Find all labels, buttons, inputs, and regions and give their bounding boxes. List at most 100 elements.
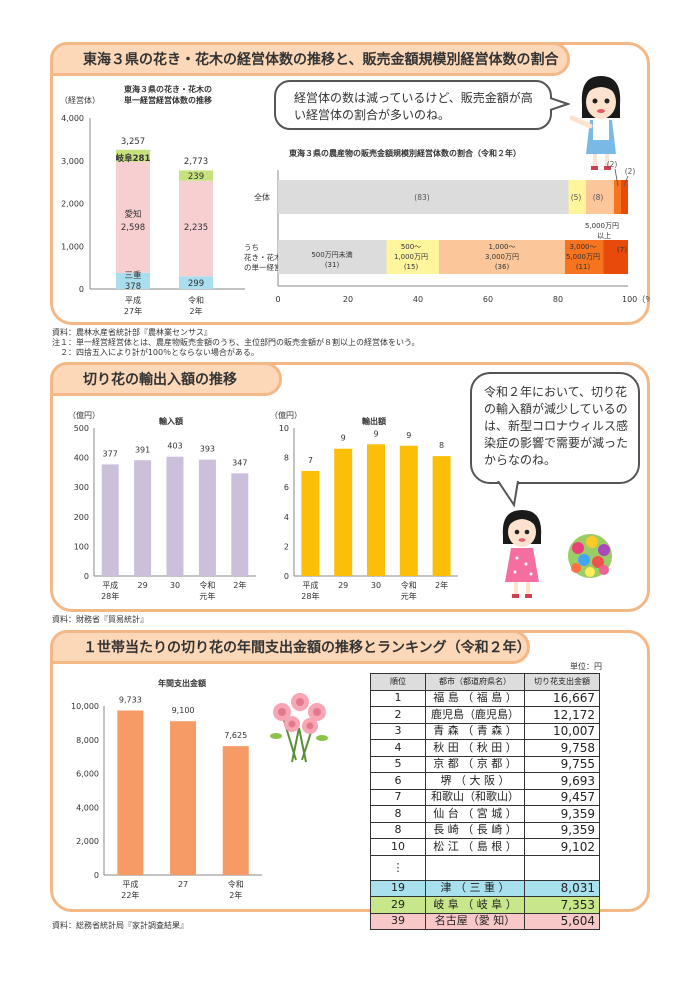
spend-title: 年間支出金額 (158, 678, 206, 688)
stack-aichi-2: 2,235 (184, 223, 208, 233)
ranking-header-row: 順位 都市（都道府県名） 切り花支出金額 (370, 673, 600, 691)
ranking-value: 12,172 (524, 706, 600, 724)
bar-value-label: 7,625 (224, 731, 247, 740)
y-tick-label: 10,000 (71, 702, 99, 711)
share-f4-l3: (11) (576, 263, 591, 271)
category-label-2: 元年 (401, 591, 417, 601)
bar-value-label: 9,100 (172, 706, 195, 715)
ranking-value: 16,667 (524, 689, 600, 707)
rose-bouquet-icon (270, 693, 328, 763)
category-label-2: 22年 (121, 890, 139, 900)
stack-gifu-label: 岐阜281 (116, 153, 151, 164)
ranking-gifu-city: 岐 阜 （ 岐 阜 ） (425, 896, 525, 914)
category-label-2: 28年 (101, 591, 119, 601)
ranking-city: 福 島 （ 福 島 ） (425, 689, 525, 707)
ranking-city: 鹿児島（鹿児島） (425, 706, 525, 724)
ranking-rank: 8 (370, 805, 426, 823)
stack-gifu-2: 239 (188, 172, 204, 182)
share-chart: 東海３県の農産物の販売金額規模別経営体数の割合（令和２年） 0 20 40 60 80 1… (244, 148, 650, 304)
share-row1-label: 全体 (254, 192, 270, 202)
y-tick-label: 2,000 (76, 837, 99, 846)
export-title: 輸出額 (362, 416, 386, 426)
share-f5-l1: 5,000万円 (585, 222, 619, 230)
y-tick-label: 200 (74, 513, 89, 522)
unit-label: 単位：円 (570, 662, 602, 671)
spend-ticks: 0 2,000 4,000 6,000 8,000 10,000 (71, 702, 99, 880)
bar-value-label: 377 (103, 449, 118, 458)
bubble1-tail (550, 97, 570, 111)
stack-bar-segment (179, 170, 213, 181)
bar (367, 444, 385, 576)
stack-bar-segment (179, 180, 213, 277)
stack-bar-segment (116, 149, 150, 162)
ranking-value: 9,758 (524, 739, 600, 757)
bar (170, 721, 197, 875)
stack-chart-unit: （経営体） (60, 95, 100, 105)
share-bar-segment (278, 240, 387, 274)
category-label: 平成 (102, 580, 118, 590)
bar (301, 470, 320, 576)
bar (432, 456, 451, 576)
stack-bar-segment (179, 276, 213, 289)
share-row2-l3: の単一経営 (244, 262, 282, 272)
ranking-row: 10 松 江 （ 島 根 ） 9,102 (370, 838, 600, 856)
y-tick-label: 8 (284, 454, 289, 463)
share-all-83: (83) (414, 193, 429, 202)
ranking-rank: 5 (370, 755, 426, 773)
bar (117, 710, 144, 875)
ranking-value: 10,007 (524, 722, 600, 740)
share-bar-segment (614, 180, 621, 214)
girl-character-2-icon (502, 510, 542, 598)
y-tick-label: 400 (74, 454, 89, 463)
share-x-tick-label: 60 (483, 295, 493, 304)
share-x-tick-label: 40 (413, 295, 423, 304)
y-tick-label: 10 (279, 424, 289, 433)
share-leader-b (623, 175, 629, 187)
ranking-city: 和歌山（和歌山） (425, 788, 525, 806)
share-bar-segment (439, 240, 565, 274)
stack-y-tick-label: 3,000 (61, 157, 84, 166)
section1-note-1: 資料：農林水産省統計部『農林業センサス』 (52, 328, 212, 337)
stack-bars (116, 149, 213, 289)
y-tick-label: 0 (284, 572, 289, 581)
stack-chart-title-1: 東海３県の花き・花木の (124, 84, 212, 94)
ranking-value: 9,102 (524, 838, 600, 856)
share-f3-l3: (36) (495, 263, 510, 271)
ranking-value: 9,693 (524, 772, 600, 790)
import-unit: （億円） (68, 410, 100, 420)
y-tick-label: 6 (284, 483, 289, 492)
share-all-2a: (2) (607, 160, 618, 169)
bar-value-label: 393 (200, 445, 215, 454)
girl-character-1-icon (569, 76, 621, 170)
ranking-rank: 6 (370, 772, 426, 790)
ranking-tsu-city: 津 （ 三 重 ） (425, 879, 525, 897)
category-label-2: 元年 (199, 591, 215, 601)
ranking-tsu-rank: 19 (370, 879, 426, 897)
ranking-rank: 8 (370, 821, 426, 839)
share-chart-title: 東海３県の農産物の販売金額規模別経営体数の割合（令和２年） (289, 148, 521, 158)
bar (334, 448, 353, 576)
bar-value-label: 8 (439, 441, 444, 450)
category-label: 平成 (302, 580, 318, 590)
bar (101, 464, 119, 576)
y-tick-label: 100 (74, 542, 89, 551)
category-label: 30 (371, 581, 381, 590)
share-f1-l2: (31) (325, 261, 340, 269)
bubble2-tail (497, 481, 519, 508)
section1-note-3: ２：四捨五入により計が100％とならない場合がある。 (52, 348, 259, 357)
share-x-tick-label: 100（％） (622, 295, 650, 304)
section1-bubble-text: 経営体の数は減っているけど、販売金額が高い経営体の割合が多いのね。 (294, 91, 533, 122)
share-f5-val: (7) (617, 246, 627, 254)
ranking-value: 9,359 (524, 821, 600, 839)
share-x-tick-label: 20 (343, 295, 353, 304)
ranking-row-tsu: 19 津 （ 三 重 ） 8,031 (370, 879, 600, 897)
ranking-nagoya-value: 5,604 (524, 912, 600, 930)
bar (231, 473, 249, 576)
